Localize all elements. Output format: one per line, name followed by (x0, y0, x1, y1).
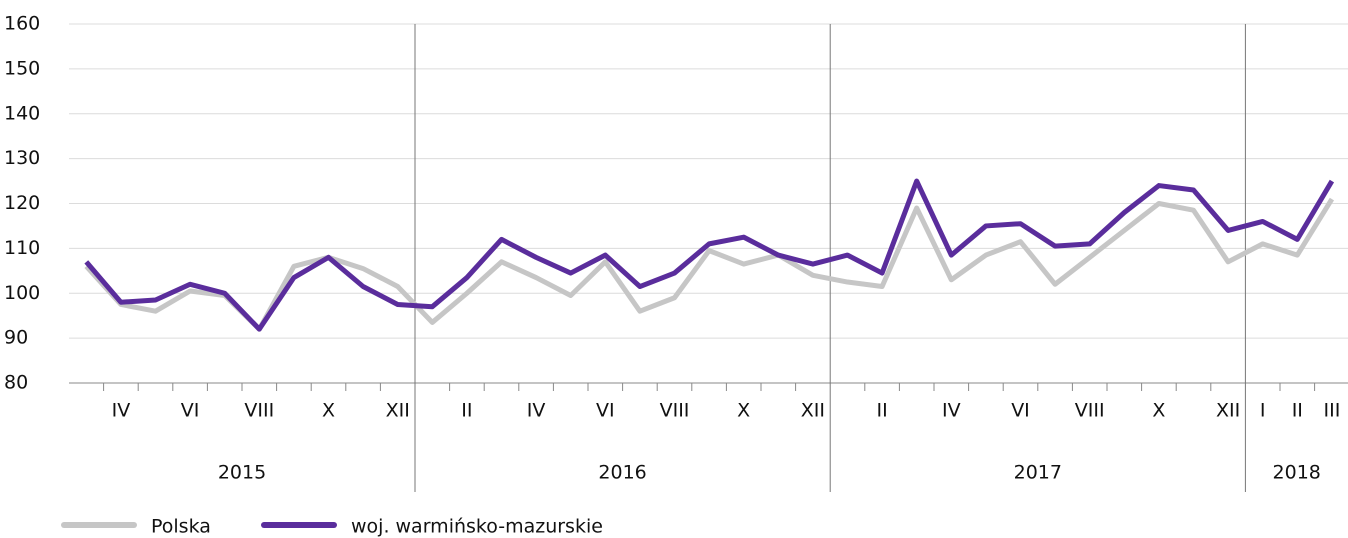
y-tick-label: 160 (4, 13, 40, 35)
y-tick-label: 150 (4, 57, 40, 79)
x-tick-label: II (461, 400, 472, 422)
x-tick-label: VI (1011, 400, 1030, 422)
y-tick-label: 140 (4, 102, 40, 124)
y-tick-label: 90 (4, 327, 28, 349)
x-tick-label: IV (527, 400, 546, 422)
y-tick-label: 80 (4, 372, 28, 394)
x-tick-label: XII (801, 400, 825, 422)
x-tick-label: VI (181, 400, 200, 422)
x-tick-label: I (1260, 400, 1266, 422)
y-tick-label: 110 (4, 237, 40, 259)
x-tick-label: III (1323, 400, 1340, 422)
x-tick-label: X (737, 400, 750, 422)
x-tick-label: IV (942, 400, 961, 422)
legend-label: woj. warmińsko-mazurskie (351, 516, 603, 538)
y-tick-label: 120 (4, 192, 40, 214)
year-label: 2017 (1014, 462, 1062, 484)
x-tick-label: II (876, 400, 887, 422)
legend-label: Polska (151, 516, 211, 538)
x-tick-label: VIII (244, 400, 274, 422)
y-tick-label: 130 (4, 147, 40, 169)
x-tick-label: XII (1216, 400, 1240, 422)
x-tick-label: VIII (660, 400, 690, 422)
year-label: 2015 (218, 462, 266, 484)
x-tick-label: VI (596, 400, 615, 422)
x-tick-label: X (322, 400, 335, 422)
x-tick-label: VIII (1075, 400, 1105, 422)
series-line (84, 197, 1335, 332)
y-tick-label: 100 (4, 282, 40, 304)
x-tick-label: II (1292, 400, 1303, 422)
x-tick-label: XII (386, 400, 410, 422)
series-line (84, 178, 1335, 332)
x-tick-label: X (1152, 400, 1165, 422)
x-tick-label: IV (112, 400, 131, 422)
year-label: 2016 (598, 462, 646, 484)
year-label: 2018 (1273, 462, 1321, 484)
